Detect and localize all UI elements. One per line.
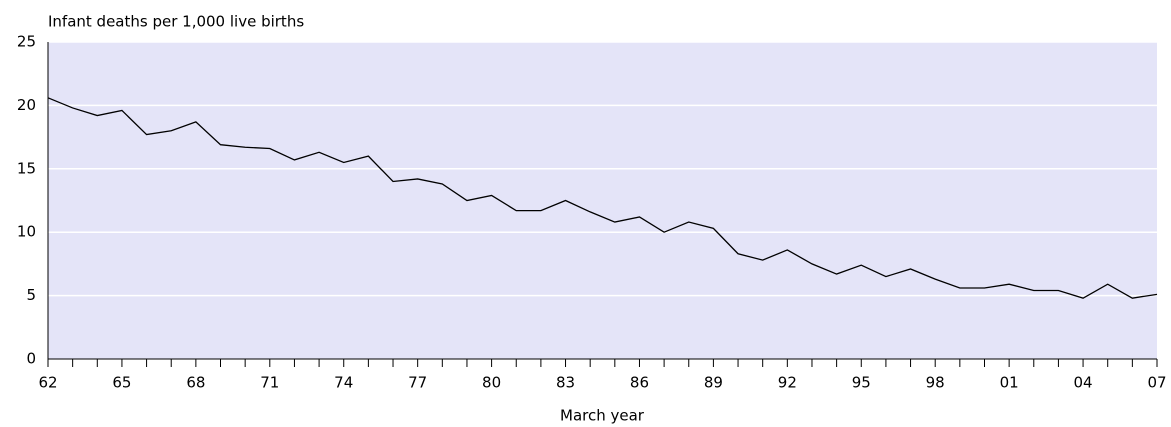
x-tick-label: 62 <box>38 374 57 392</box>
y-tick-label: 20 <box>17 96 36 114</box>
y-tick-label: 5 <box>26 286 36 304</box>
x-tick-label: 04 <box>1074 374 1093 392</box>
plot-area <box>48 42 1157 359</box>
x-tick-label: 95 <box>852 374 871 392</box>
x-tick-label: 80 <box>482 374 501 392</box>
x-tick-label: 83 <box>556 374 575 392</box>
x-tick-label: 89 <box>704 374 723 392</box>
x-tick-label: 68 <box>186 374 205 392</box>
x-tick-label: 86 <box>630 374 649 392</box>
y-tick-label: 15 <box>17 159 36 177</box>
x-tick-label: 98 <box>926 374 945 392</box>
x-tick-label: 77 <box>408 374 427 392</box>
x-tick-label: 74 <box>334 374 353 392</box>
y-tick-label: 10 <box>17 223 36 241</box>
x-tick-label: 65 <box>112 374 131 392</box>
data-line <box>47 97 1158 299</box>
x-tick-label: 07 <box>1147 374 1166 392</box>
y-tick-label: 0 <box>26 350 36 368</box>
x-tick-label: 01 <box>1000 374 1019 392</box>
x-tick-label: 71 <box>260 374 279 392</box>
x-axis-label: March year <box>560 407 645 425</box>
chart-title: Infant deaths per 1,000 live births <box>48 13 304 31</box>
y-tick-label: 25 <box>17 33 36 51</box>
x-tick-label: 92 <box>778 374 797 392</box>
